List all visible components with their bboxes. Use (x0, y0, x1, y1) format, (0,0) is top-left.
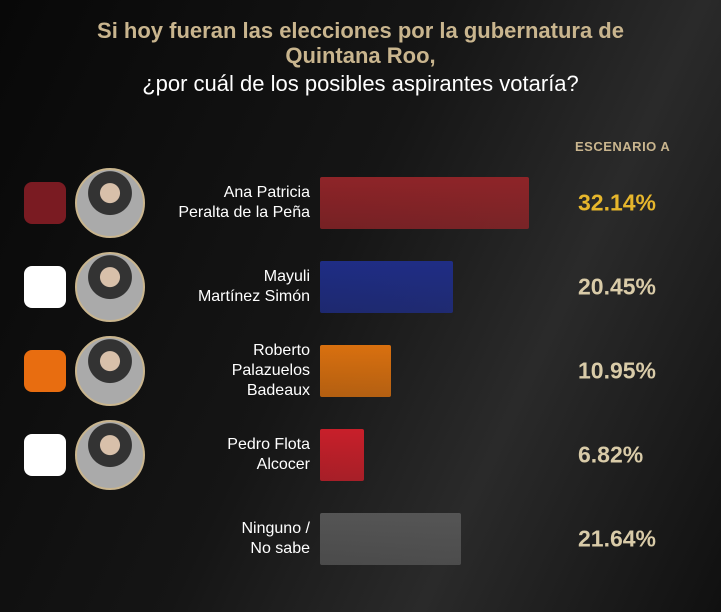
chart-subtitle: ¿por cuál de los posibles aspirantes vot… (142, 71, 579, 96)
candidate-photo (75, 336, 145, 406)
candidate-name: Pedro Flota Alcocer (227, 436, 310, 473)
value-label: 32.14% (578, 189, 657, 216)
party-logo (24, 266, 66, 308)
value-label: 20.45% (578, 273, 657, 300)
bar (320, 177, 529, 229)
party-logo (24, 350, 66, 392)
value-label: 6.82% (578, 441, 644, 468)
party-logo (24, 434, 66, 476)
party-logo (24, 182, 66, 224)
bar (320, 429, 365, 481)
candidate-name: Ana Patricia Peralta de la Peña (178, 184, 310, 221)
candidate-photo (75, 168, 145, 238)
value-label: 21.64% (578, 525, 657, 552)
candidate-name: Roberto Palazuelos Badeaux (231, 342, 310, 399)
candidate-photo (75, 252, 145, 322)
bar (320, 261, 453, 313)
candidate-name: Mayuli Martínez Simón (197, 268, 310, 305)
value-label: 10.95% (578, 357, 657, 384)
chart-title: Si hoy fueran las elecciones por la gube… (97, 18, 624, 68)
candidate-photo (75, 420, 145, 490)
bar (320, 513, 461, 565)
bar (320, 345, 392, 397)
candidate-name: Ninguno / No sabe (241, 520, 311, 557)
column-header: ESCENARIO A (575, 139, 671, 154)
